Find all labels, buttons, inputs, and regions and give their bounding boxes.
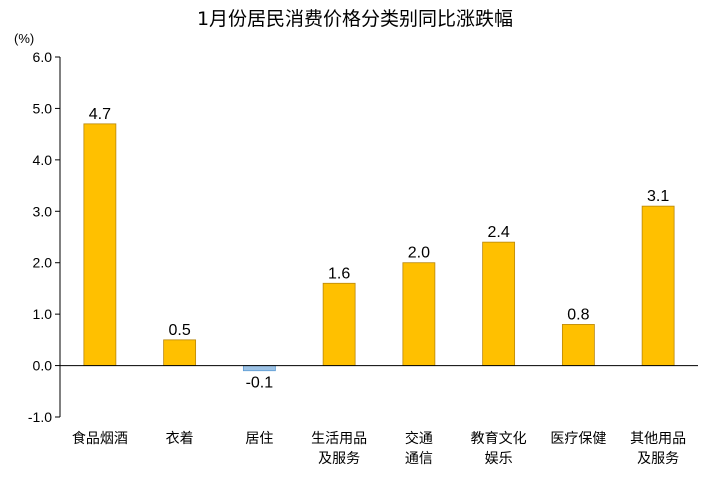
- x-category-label: 通信: [405, 451, 433, 467]
- y-tick-label: 0.0: [33, 358, 53, 374]
- data-label: 3.1: [647, 188, 669, 205]
- y-tick-label: 6.0: [33, 49, 53, 65]
- x-category-label: 衣着: [166, 431, 194, 447]
- bar: [83, 123, 117, 366]
- y-tick-label: 5.0: [33, 100, 53, 116]
- data-label: 2.4: [488, 224, 510, 241]
- y-axis-unit-label: (%): [14, 31, 34, 46]
- bar: [322, 282, 356, 366]
- bar: [402, 262, 436, 366]
- y-tick-label: -1.0: [28, 409, 52, 425]
- x-category-label: 交通: [405, 430, 433, 447]
- y-tick-label: 4.0: [33, 152, 53, 168]
- chart-title: 1月份居民消费价格分类别同比涨跌幅: [197, 8, 513, 30]
- x-category-label: 生活用品: [311, 431, 367, 447]
- x-category-label: 其他用品: [630, 431, 686, 447]
- data-label: 4.7: [89, 106, 111, 123]
- bar: [561, 324, 595, 366]
- x-category-label: 医疗保健: [550, 431, 606, 447]
- data-label: 0.8: [567, 306, 589, 323]
- data-label: 2.0: [408, 245, 430, 262]
- plot-area: 6.0 5.0 4.0 3.0 2.0 1.0 0.0 -1.0 4.7 食品烟酒 0.5 衣着 -0.…: [28, 49, 698, 467]
- bar: [163, 339, 197, 366]
- x-category-label: 教育文化: [471, 431, 527, 447]
- data-label: -0.1: [246, 375, 274, 392]
- x-category-label: 及服务: [637, 451, 679, 467]
- x-category-label: 娱乐: [485, 451, 513, 467]
- data-label: 0.5: [169, 322, 191, 339]
- bar: [482, 241, 516, 366]
- bar: [641, 205, 675, 366]
- bar: [242, 365, 276, 372]
- y-tick-label: 2.0: [33, 255, 53, 271]
- x-category-label: 及服务: [318, 451, 360, 467]
- y-tick-label: 1.0: [33, 306, 53, 322]
- x-category-label: 居住: [245, 431, 273, 447]
- data-label: 1.6: [328, 265, 350, 282]
- y-tick-label: 3.0: [33, 203, 53, 219]
- x-category-label: 食品烟酒: [72, 430, 128, 447]
